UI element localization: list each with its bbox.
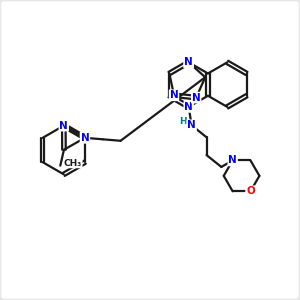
Text: N: N [184, 57, 193, 67]
Text: N: N [192, 93, 200, 103]
Text: O: O [246, 186, 255, 196]
Text: N: N [59, 121, 68, 130]
Text: H: H [179, 117, 187, 126]
Text: N: N [187, 120, 196, 130]
Text: N: N [228, 155, 237, 165]
FancyBboxPatch shape [2, 2, 298, 298]
Text: N: N [184, 57, 193, 67]
Text: N: N [169, 90, 178, 100]
Text: N: N [184, 102, 193, 112]
Text: N: N [80, 133, 89, 143]
Text: CH₃: CH₃ [64, 159, 82, 168]
